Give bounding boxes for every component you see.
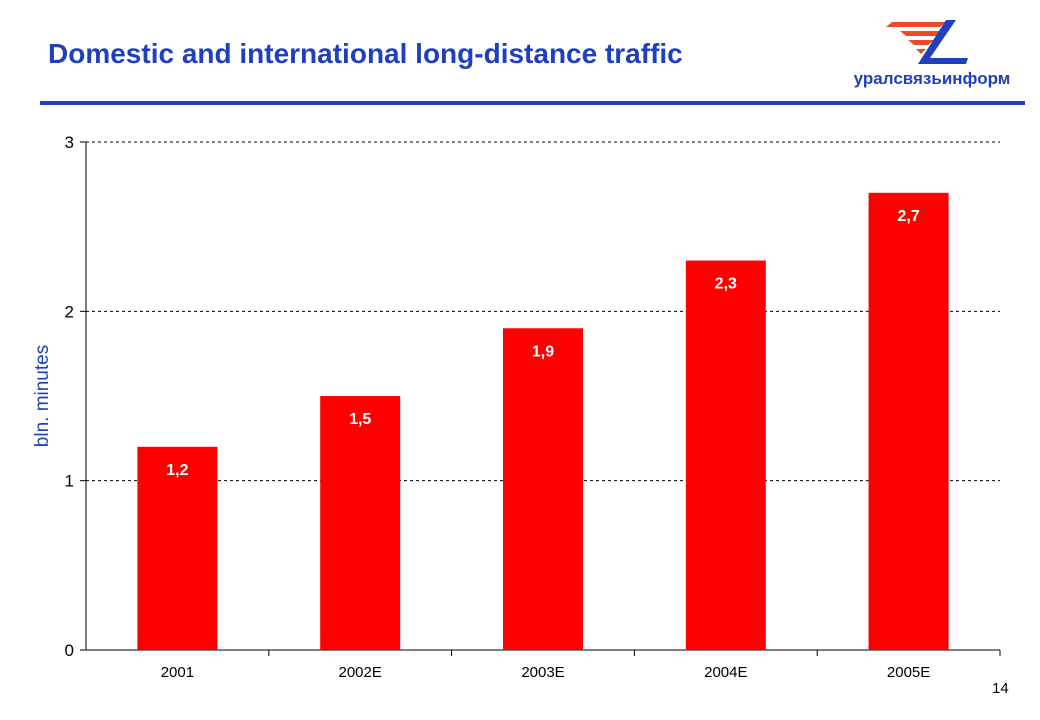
title-divider bbox=[40, 101, 1025, 105]
x-tick-label: 2003E bbox=[521, 664, 564, 681]
y-axis-label: bln. minutes bbox=[32, 345, 53, 447]
x-tick-label: 2004E bbox=[704, 664, 747, 681]
y-tick-label: 2 bbox=[65, 302, 74, 321]
bar bbox=[137, 446, 218, 650]
data-label: 2,7 bbox=[897, 208, 919, 225]
logo-mark-icon bbox=[886, 20, 968, 64]
x-tick-label: 2002E bbox=[339, 664, 382, 681]
company-logo: уралсвязьинформ bbox=[854, 20, 1011, 88]
x-tick-label: 2001 bbox=[161, 664, 194, 681]
data-label: 1,9 bbox=[532, 343, 554, 360]
y-tick-label: 1 bbox=[65, 472, 74, 491]
x-tick-label: 2005E bbox=[887, 664, 930, 681]
data-label: 2,3 bbox=[715, 276, 737, 293]
slide-number: 14 bbox=[992, 680, 1009, 697]
bar bbox=[868, 192, 949, 651]
slide-title: Domestic and international long-distance… bbox=[48, 38, 683, 69]
y-tick-label: 3 bbox=[65, 133, 74, 152]
bar bbox=[503, 328, 583, 650]
data-label: 1,5 bbox=[349, 411, 371, 428]
bar bbox=[320, 396, 401, 650]
y-tick-label: 0 bbox=[65, 641, 74, 660]
logo-wordmark: уралсвязьинформ bbox=[854, 69, 1011, 88]
bar bbox=[685, 260, 766, 650]
data-label: 1,2 bbox=[166, 462, 188, 479]
